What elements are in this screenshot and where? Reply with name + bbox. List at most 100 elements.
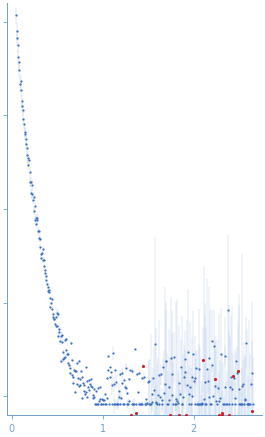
Point [85, 378, 90, 385]
Point [93, 400, 97, 407]
Point [97, 397, 101, 404]
Point [15, 35, 19, 42]
Point [55, 309, 59, 316]
Point [52, 316, 56, 323]
Point [127, 375, 131, 382]
Point [197, 365, 201, 372]
Point [202, 378, 207, 385]
Point [240, 400, 245, 407]
Point [150, 398, 154, 405]
Point [211, 392, 215, 399]
Point [37, 227, 41, 234]
Point [119, 395, 123, 402]
Point [25, 145, 29, 152]
Point [173, 400, 177, 407]
Point [246, 400, 250, 407]
Point [112, 381, 116, 388]
Point [251, 400, 255, 407]
Point [226, 307, 230, 314]
Point [234, 357, 238, 364]
Point [193, 375, 198, 382]
Point [206, 378, 210, 385]
Point [19, 78, 23, 85]
Point [39, 254, 43, 261]
Point [122, 400, 126, 407]
Point [250, 408, 254, 415]
Point [178, 391, 182, 398]
Point [56, 311, 60, 318]
Point [221, 400, 225, 407]
Point [230, 400, 235, 407]
Point [108, 364, 112, 371]
Point [216, 385, 220, 392]
Point [236, 400, 241, 407]
Point [104, 400, 108, 407]
Point [84, 388, 88, 395]
Point [47, 288, 51, 295]
Point [243, 397, 248, 404]
Point [56, 332, 60, 339]
Point [38, 235, 42, 242]
Point [167, 396, 171, 403]
Point [16, 41, 20, 48]
Point [46, 288, 50, 295]
Point [245, 400, 249, 407]
Point [131, 400, 135, 407]
Point [199, 400, 203, 407]
Point [109, 369, 113, 376]
Point [246, 400, 251, 407]
Point [218, 395, 222, 402]
Point [118, 370, 122, 377]
Point [153, 399, 158, 406]
Point [99, 400, 104, 407]
Point [36, 228, 40, 235]
Point [229, 386, 234, 393]
Point [232, 375, 236, 382]
Point [61, 349, 65, 356]
Point [142, 374, 146, 381]
Point [108, 374, 112, 381]
Point [183, 368, 188, 375]
Point [189, 400, 193, 407]
Point [63, 336, 67, 343]
Point [143, 400, 147, 407]
Point [241, 381, 245, 388]
Point [217, 412, 221, 419]
Point [214, 398, 218, 405]
Point [14, 12, 18, 19]
Point [21, 115, 25, 122]
Point [157, 400, 161, 407]
Point [25, 152, 29, 159]
Point [223, 383, 228, 390]
Point [176, 412, 181, 419]
Point [156, 372, 161, 379]
Point [68, 370, 72, 377]
Point [53, 321, 57, 328]
Point [149, 400, 153, 407]
Point [168, 412, 172, 419]
Point [173, 395, 178, 402]
Point [207, 354, 211, 361]
Point [110, 382, 114, 389]
Point [195, 400, 199, 407]
Point [229, 374, 233, 381]
Point [220, 410, 224, 417]
Point [20, 98, 24, 105]
Point [227, 400, 231, 407]
Point [85, 394, 89, 401]
Point [34, 220, 38, 227]
Point [126, 400, 130, 407]
Point [88, 381, 92, 388]
Point [170, 392, 174, 399]
Point [122, 377, 126, 384]
Point [57, 326, 61, 333]
Point [226, 412, 231, 419]
Point [158, 394, 162, 401]
Point [242, 400, 246, 407]
Point [76, 374, 80, 381]
Point [78, 375, 83, 382]
Point [35, 217, 39, 224]
Point [136, 400, 141, 407]
Point [66, 360, 70, 367]
Point [51, 314, 55, 321]
